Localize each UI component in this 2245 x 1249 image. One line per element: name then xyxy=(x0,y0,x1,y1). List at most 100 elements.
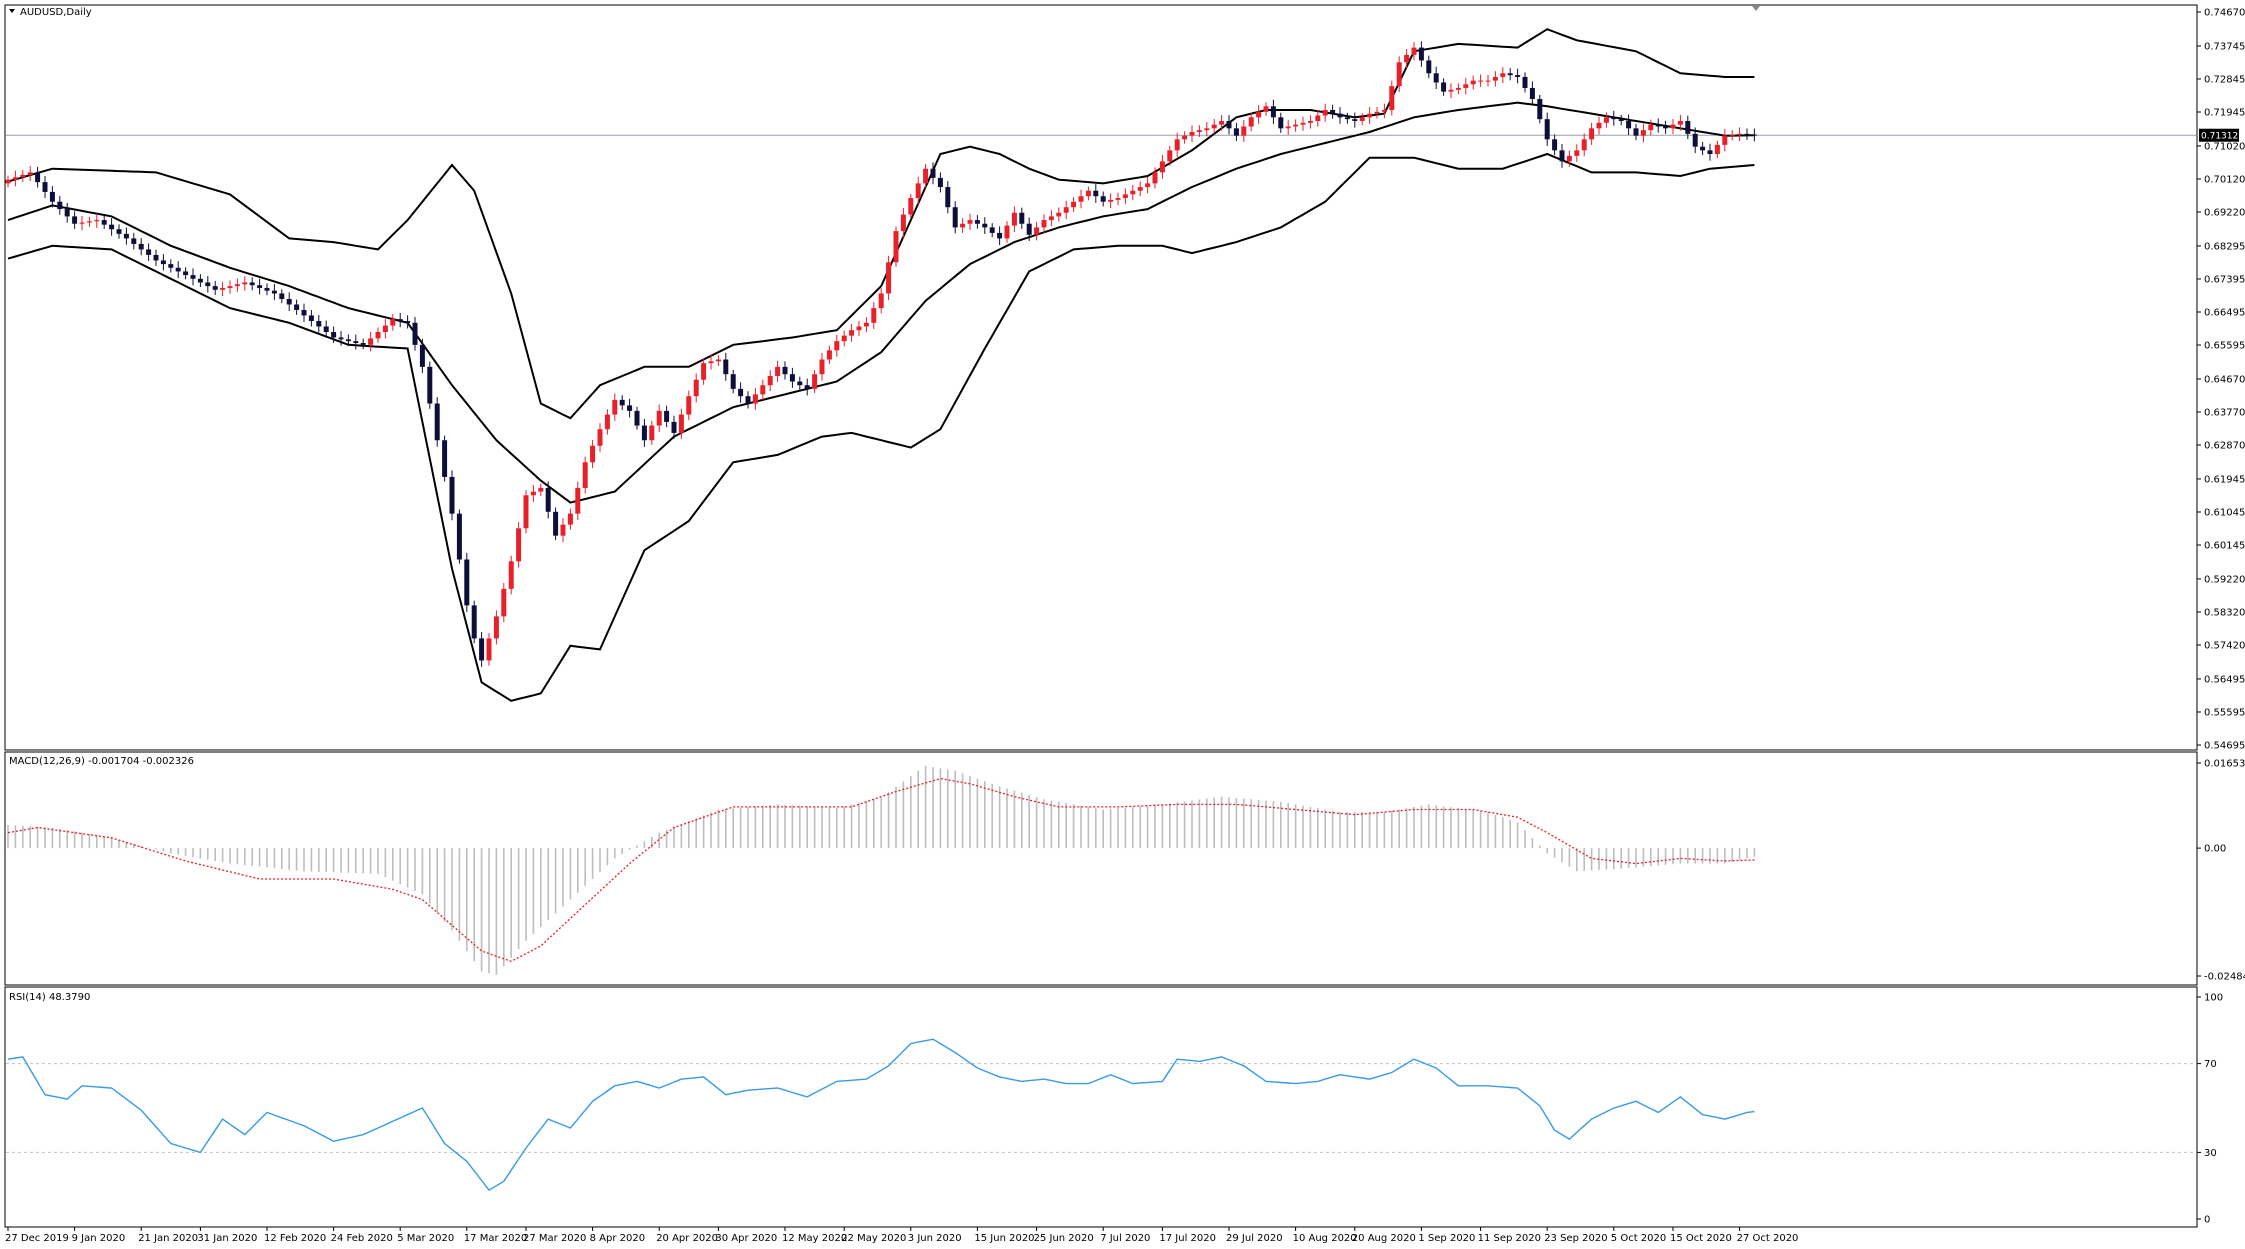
candle-body xyxy=(360,342,366,345)
candle-body xyxy=(1100,196,1106,202)
candle-body xyxy=(338,337,344,340)
candle-body xyxy=(1544,119,1550,140)
candle-body xyxy=(582,462,588,488)
rsi-panel-frame[interactable] xyxy=(4,986,2198,1228)
candle-body xyxy=(1093,190,1099,197)
candle-body xyxy=(1352,119,1358,121)
price-tick-label: 0.66495 xyxy=(2204,307,2245,318)
candle-body xyxy=(1211,124,1217,129)
candle-body xyxy=(1470,80,1476,85)
rsi-tick-label: 100 xyxy=(2204,993,2223,1004)
candle-body xyxy=(1248,117,1254,127)
candle-body xyxy=(708,361,714,364)
time-tick-label: 17 Mar 2020 xyxy=(464,1233,527,1244)
price-tick-label: 0.56495 xyxy=(2204,674,2245,685)
candle-body xyxy=(1048,216,1054,221)
candle-body xyxy=(1522,76,1528,88)
time-tick-label: 27 Oct 2020 xyxy=(1737,1233,1799,1244)
candle-body xyxy=(1552,139,1558,151)
candle-body xyxy=(1367,113,1373,118)
time-tick-label: 5 Oct 2020 xyxy=(1611,1233,1666,1244)
candle-body xyxy=(86,221,92,223)
candle-body xyxy=(1256,111,1262,118)
candle-body xyxy=(1041,220,1047,228)
price-panel-frame[interactable] xyxy=(4,4,2198,751)
candle-body xyxy=(900,214,906,232)
rsi-title: RSI(14) 48.3790 xyxy=(9,992,90,1003)
candle-body xyxy=(72,216,78,224)
time-tick-label: 20 Aug 2020 xyxy=(1352,1233,1416,1244)
candle-body xyxy=(242,282,248,285)
price-tick-label: 0.74670 xyxy=(2204,8,2245,19)
candle-body xyxy=(701,363,707,380)
candle-body xyxy=(1278,117,1284,129)
candle-body xyxy=(1478,80,1484,82)
candle-body xyxy=(1670,124,1676,129)
price-tick-label: 0.58320 xyxy=(2204,607,2245,618)
candle-body xyxy=(123,233,129,239)
price-tick-label: 0.69220 xyxy=(2204,207,2245,218)
candle-body xyxy=(94,220,100,222)
candle-body xyxy=(1011,212,1017,226)
candle-body xyxy=(1507,73,1513,76)
rsi-path xyxy=(7,1038,1755,1192)
candle-body xyxy=(1404,54,1410,63)
bollinger-lower-band xyxy=(7,152,1755,702)
price-tick-label: 0.71945 xyxy=(2204,107,2245,118)
candle-body xyxy=(1714,144,1720,155)
candle-body xyxy=(382,325,388,332)
macd-tick-label: 0.00 xyxy=(2204,844,2226,855)
candle-body xyxy=(849,330,855,336)
triangle-down-icon[interactable] xyxy=(9,9,15,13)
candle-body xyxy=(116,229,122,234)
candle-body xyxy=(686,396,692,415)
time-tick-label: 11 Sep 2020 xyxy=(1478,1233,1541,1244)
candle-body xyxy=(212,286,218,290)
price-tick-label: 0.59220 xyxy=(2204,574,2245,585)
candle-body xyxy=(64,209,70,217)
candle-body xyxy=(649,425,655,441)
candle-body xyxy=(146,249,152,255)
candle-body xyxy=(1611,117,1617,120)
candle-body xyxy=(1307,120,1313,123)
candle-body xyxy=(863,322,869,327)
candle-body xyxy=(1700,146,1706,151)
candle-body xyxy=(893,231,899,263)
candle-body xyxy=(678,414,684,433)
candle-body xyxy=(464,559,470,606)
candle-body xyxy=(1722,135,1728,145)
candle-body xyxy=(257,285,263,288)
candle-body xyxy=(1500,73,1506,77)
candle-body xyxy=(553,511,559,536)
candle-body xyxy=(331,331,337,338)
candle-body xyxy=(738,388,744,397)
candle-body xyxy=(249,282,255,286)
candle-body xyxy=(35,172,41,183)
time-tick-label: 1 Sep 2020 xyxy=(1418,1233,1475,1244)
candle-body xyxy=(442,440,448,477)
candle-body xyxy=(967,220,973,224)
macd-tick-label: 0.016538 xyxy=(2204,759,2245,770)
candle-body xyxy=(1418,47,1424,61)
scroll-marker-icon[interactable] xyxy=(1752,6,1760,11)
candle-body xyxy=(693,379,699,397)
time-tick-label: 20 Apr 2020 xyxy=(656,1233,718,1244)
bollinger-upper-band xyxy=(7,28,1755,420)
candle-body xyxy=(20,174,26,178)
price-tick-label: 0.55595 xyxy=(2204,707,2245,718)
candle-body xyxy=(375,331,381,339)
candle-body xyxy=(286,298,292,305)
candle-body xyxy=(1189,131,1195,136)
macd-panel-frame[interactable] xyxy=(4,751,2198,986)
candle-body xyxy=(826,350,832,360)
candle-body xyxy=(1130,190,1136,195)
candle-body xyxy=(1063,207,1069,213)
candle-body xyxy=(567,513,573,525)
candle-body xyxy=(1330,109,1336,114)
candle-body xyxy=(516,528,522,562)
candle-body xyxy=(923,168,929,184)
candle-body xyxy=(1056,212,1062,217)
candle-body xyxy=(804,385,810,389)
candle-body xyxy=(160,260,166,265)
